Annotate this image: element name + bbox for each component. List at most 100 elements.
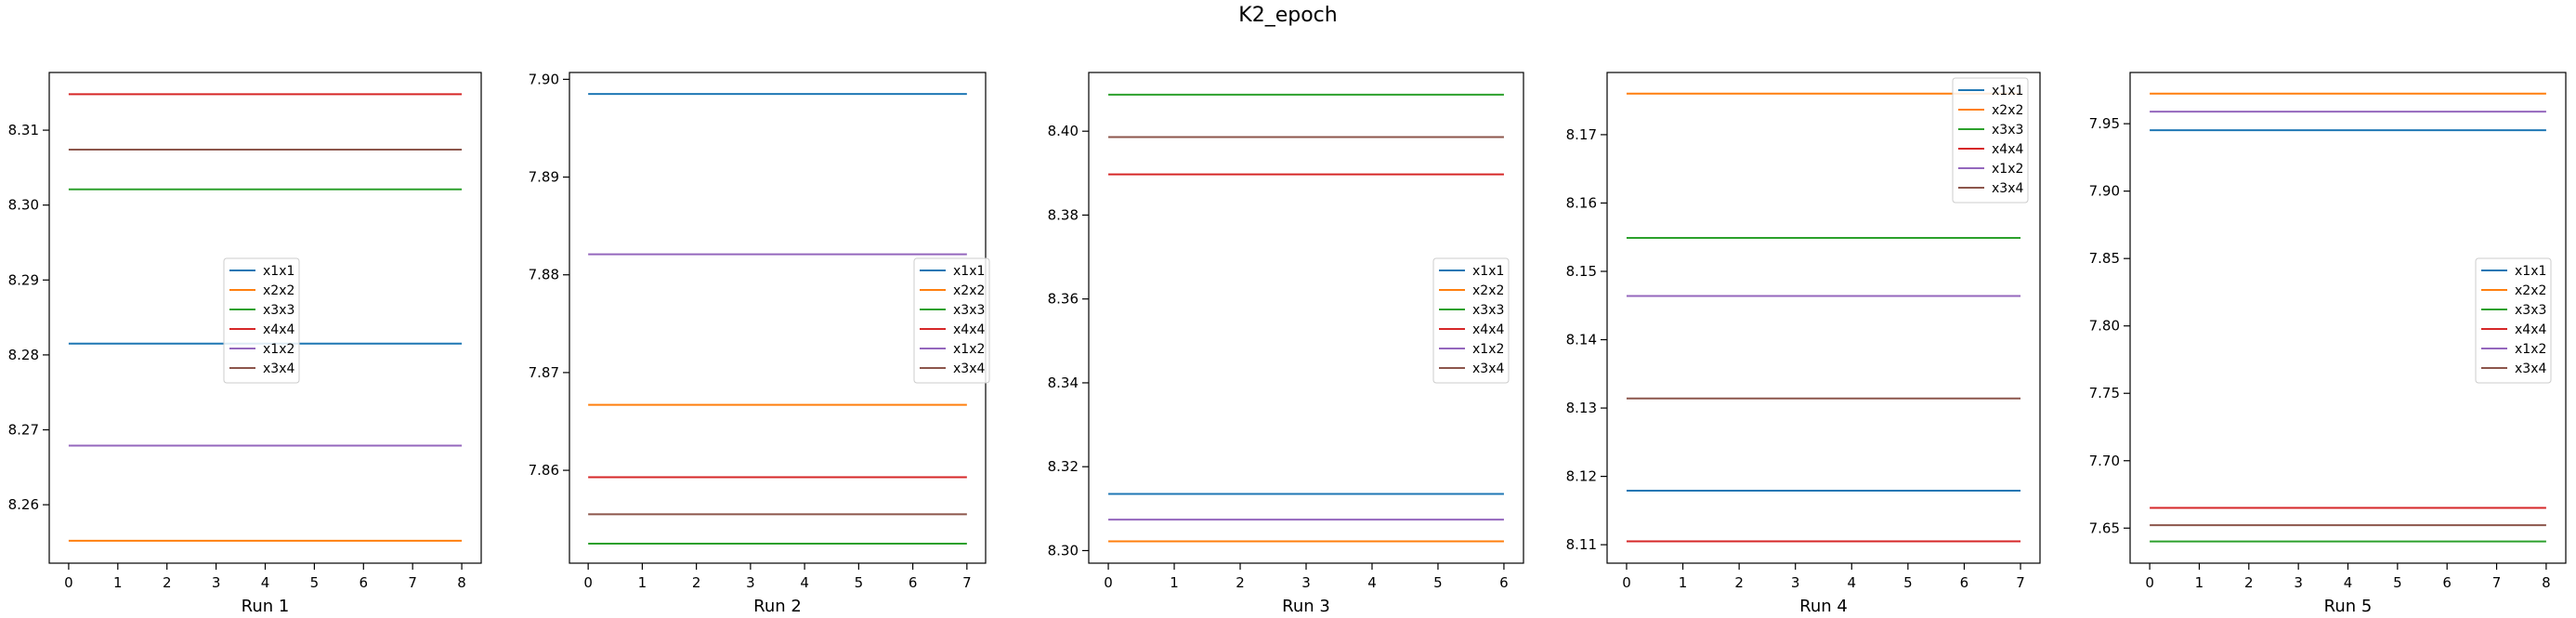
- y-tick-label: 7.70: [2089, 453, 2120, 469]
- legend-label-x1x1: x1x1: [953, 264, 985, 279]
- x-tick-label: 0: [583, 574, 593, 591]
- y-tick-label: 8.38: [1048, 206, 1079, 223]
- x-tick-label: 3: [1791, 574, 1800, 591]
- x-tick-label: 4: [261, 574, 270, 591]
- x-tick-label: 5: [310, 574, 320, 591]
- y-tick-label: 8.16: [1566, 194, 1597, 211]
- legend-label-x4x4: x4x4: [953, 322, 985, 337]
- x-tick-label: 0: [1104, 574, 1113, 591]
- x-tick-label: 6: [2442, 574, 2452, 591]
- chart-panel-5: 0 1 2 3 4 5 6 7 8 7.65 7.70 7.75 7.80 7.85 7.90 7.95 Run…: [2089, 72, 2567, 616]
- legend-label-x3x3: x3x3: [1472, 303, 1504, 318]
- legend-label-x3x3: x3x3: [263, 303, 294, 318]
- y-tick-label: 8.30: [1048, 542, 1079, 559]
- y-tick-label: 8.36: [1048, 291, 1079, 308]
- y-tick-label: 8.26: [8, 496, 39, 513]
- chart-panel-3: 0 1 2 3 4 5 6 8.30 8.32 8.34 8.36 8.38 8.40 Run 3 x1x1…: [1048, 72, 1524, 616]
- x-tick-label: 2: [1734, 574, 1744, 591]
- y-tick-label: 8.30: [8, 197, 39, 214]
- x-tick-label: 5: [1433, 574, 1443, 591]
- x-tick-label: 2: [1236, 574, 1245, 591]
- legend-label-x2x2: x2x2: [1472, 283, 1504, 298]
- chart-panel-2: 0 1 2 3 4 5 6 7 7.86 7.87 7.88 7.89 7.90 Run 2 x1x1 x2x…: [529, 71, 990, 616]
- y-tick-label: 8.29: [8, 271, 39, 288]
- legend: x1x1 x2x2 x3x3 x4x4 x1x2 x3x4: [2475, 257, 2552, 384]
- y-tick-label: 7.89: [529, 169, 559, 186]
- legend-label-x3x4: x3x4: [1472, 362, 1504, 376]
- legend-label-x3x4: x3x4: [2515, 362, 2546, 376]
- x-tick-label: 5: [2393, 574, 2402, 591]
- legend-label-x4x4: x4x4: [1992, 142, 2023, 157]
- legend: x1x1 x2x2 x3x3 x4x4 x1x2 x3x4: [913, 257, 990, 384]
- x-tick-label: 3: [212, 574, 221, 591]
- x-axis-label: Run 4: [1799, 597, 1848, 616]
- y-tick-label: 8.17: [1566, 126, 1597, 143]
- y-tick-label: 8.12: [1566, 468, 1597, 485]
- legend-label-x4x4: x4x4: [1472, 322, 1504, 337]
- y-tick-label: 8.27: [8, 422, 39, 439]
- y-tick-label: 8.15: [1566, 263, 1597, 280]
- legend-label-x1x2: x1x2: [2515, 342, 2546, 357]
- x-tick-label: 5: [855, 574, 864, 591]
- y-tick-label: 8.28: [8, 347, 39, 363]
- x-tick-label: 2: [163, 574, 172, 591]
- y-tick-label: 7.86: [529, 462, 559, 479]
- x-tick-label: 1: [1679, 574, 1688, 591]
- y-tick-label: 8.40: [1048, 123, 1079, 139]
- legend-label-x3x3: x3x3: [1992, 123, 2023, 138]
- y-tick-label: 7.75: [2089, 385, 2120, 401]
- legend-label-x1x1: x1x1: [1992, 84, 2023, 99]
- chart-panel-1: 0 1 2 3 4 5 6 7 8 8.26 8.27 8.28 8.29 8.30 8.31 Run 1 x1…: [8, 72, 482, 616]
- legend-label-x1x2: x1x2: [263, 342, 294, 357]
- x-tick-label: 4: [800, 574, 809, 591]
- x-tick-label: 4: [1848, 574, 1857, 591]
- x-tick-label: 2: [692, 574, 701, 591]
- y-tick-label: 7.85: [2089, 250, 2120, 267]
- y-tick-label: 7.80: [2089, 318, 2120, 335]
- x-tick-label: 0: [2145, 574, 2154, 591]
- x-tick-label: 0: [64, 574, 73, 591]
- x-axis-label: Run 2: [753, 597, 802, 616]
- y-tick-label: 7.87: [529, 364, 559, 381]
- legend: x1x1 x2x2 x3x3 x4x4 x1x2 x3x4: [1952, 77, 2029, 204]
- legend: x1x1 x2x2 x3x3 x4x4 x1x2 x3x4: [1432, 257, 1510, 384]
- legend-label-x2x2: x2x2: [2515, 283, 2546, 298]
- figure-title: K2_epoch: [1238, 4, 1338, 27]
- legend-label-x1x2: x1x2: [1992, 162, 2023, 177]
- y-tick-label: 7.88: [529, 267, 559, 283]
- legend-label-x4x4: x4x4: [263, 322, 294, 337]
- y-tick-label: 8.13: [1566, 400, 1597, 416]
- legend-label-x3x3: x3x3: [2515, 303, 2546, 318]
- x-tick-label: 3: [2294, 574, 2303, 591]
- legend-label-x2x2: x2x2: [953, 283, 985, 298]
- x-tick-label: 6: [1960, 574, 1969, 591]
- legend-label-x1x1: x1x1: [2515, 264, 2546, 279]
- x-tick-label: 3: [746, 574, 755, 591]
- chart-panel-4: 0 1 2 3 4 5 6 7 8.11 8.12 8.13 8.14 8.15 8.16 8.17 Run …: [1566, 72, 2041, 616]
- x-tick-label: 6: [1499, 574, 1509, 591]
- y-tick-label: 8.31: [8, 122, 39, 138]
- x-tick-label: 4: [1367, 574, 1377, 591]
- legend-label-x3x4: x3x4: [953, 362, 985, 376]
- x-tick-label: 1: [2195, 574, 2204, 591]
- y-tick-label: 8.32: [1048, 458, 1079, 475]
- x-tick-label: 8: [2542, 574, 2551, 591]
- legend-label-x3x3: x3x3: [953, 303, 985, 318]
- x-axis-label: Run 5: [2324, 597, 2373, 616]
- legend-label-x1x2: x1x2: [953, 342, 985, 357]
- y-tick-label: 8.14: [1566, 332, 1597, 348]
- y-tick-label: 7.95: [2089, 115, 2120, 132]
- x-tick-label: 4: [2344, 574, 2353, 591]
- y-tick-label: 7.90: [529, 71, 559, 87]
- y-tick-label: 8.34: [1048, 375, 1079, 391]
- x-axis-label: Run 3: [1282, 597, 1330, 616]
- x-axis-label: Run 1: [242, 597, 290, 616]
- legend-label-x3x4: x3x4: [1992, 181, 2023, 196]
- x-tick-label: 6: [909, 574, 918, 591]
- legend-label-x1x1: x1x1: [263, 264, 294, 279]
- x-tick-label: 1: [113, 574, 123, 591]
- x-tick-label: 1: [638, 574, 647, 591]
- legend-label-x2x2: x2x2: [263, 283, 294, 298]
- legend-label-x3x4: x3x4: [263, 362, 294, 376]
